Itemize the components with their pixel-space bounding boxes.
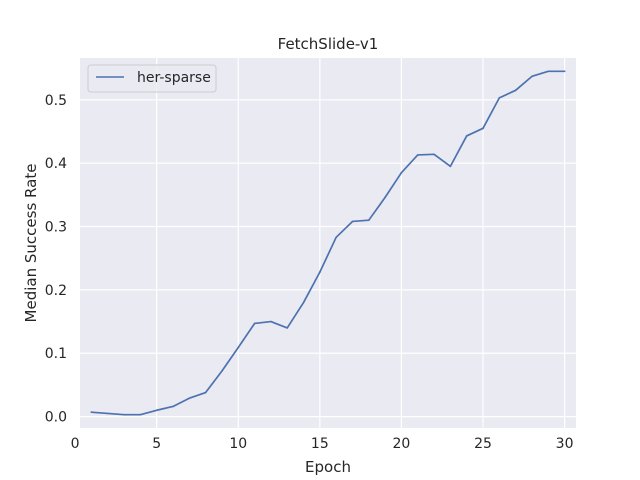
y-tick-label: 0.3 <box>45 220 67 236</box>
y-tick-label: 0.0 <box>45 410 67 426</box>
data-point <box>400 171 403 174</box>
data-point <box>384 196 386 199</box>
data-point <box>237 346 240 349</box>
series-line-her-sparse <box>90 70 566 416</box>
data-point <box>514 89 517 92</box>
data-point <box>416 154 419 156</box>
x-tick-label: 0 <box>71 436 80 452</box>
x-ticks: 0 5 10 15 20 25 30 <box>71 436 574 452</box>
data-point <box>433 153 435 156</box>
data-point <box>319 271 321 273</box>
data-point <box>204 391 207 394</box>
data-point <box>367 219 370 221</box>
data-point <box>498 97 501 99</box>
grid <box>74 58 576 428</box>
x-tick-label: 10 <box>229 436 247 452</box>
data-point <box>172 405 174 408</box>
y-tick-label: 0.1 <box>45 346 67 362</box>
data-point <box>563 70 566 73</box>
x-axis-label: Epoch <box>305 458 351 476</box>
chart-title: FetchSlide-v1 <box>278 35 379 53</box>
y-tick-label: 0.5 <box>45 93 67 109</box>
x-tick-label: 15 <box>311 436 329 452</box>
plot-area <box>80 58 576 428</box>
x-tick-label: 30 <box>556 436 574 452</box>
legend: her-sparse <box>87 64 217 93</box>
x-tick-label: 5 <box>152 436 161 452</box>
data-point <box>351 220 354 223</box>
y-ticks: 0.0 0.1 0.2 0.3 0.4 0.5 <box>45 93 67 426</box>
data-point <box>286 327 289 329</box>
x-tick-label: 25 <box>474 436 492 452</box>
series-lines <box>90 70 566 416</box>
legend-box <box>87 64 217 93</box>
data-point <box>335 236 337 239</box>
data-point <box>302 301 305 304</box>
data-point <box>106 412 109 415</box>
data-point <box>482 127 484 130</box>
data-point <box>531 75 533 78</box>
data-point <box>90 411 93 413</box>
y-axis-label: Median Success Rate <box>22 164 40 323</box>
data-point <box>253 322 256 325</box>
legend-label-her-sparse: her-sparse <box>137 70 211 86</box>
data-point <box>465 135 468 137</box>
y-tick-label: 0.4 <box>45 156 67 172</box>
data-point <box>221 370 223 372</box>
y-tick-label: 0.2 <box>45 283 67 299</box>
x-tick-label: 20 <box>393 436 411 452</box>
data-point <box>188 397 191 400</box>
data-point <box>449 165 452 168</box>
data-point <box>139 413 142 416</box>
data-point <box>270 320 272 323</box>
data-point <box>155 409 158 412</box>
data-point <box>123 413 125 416</box>
data-point <box>547 70 550 73</box>
